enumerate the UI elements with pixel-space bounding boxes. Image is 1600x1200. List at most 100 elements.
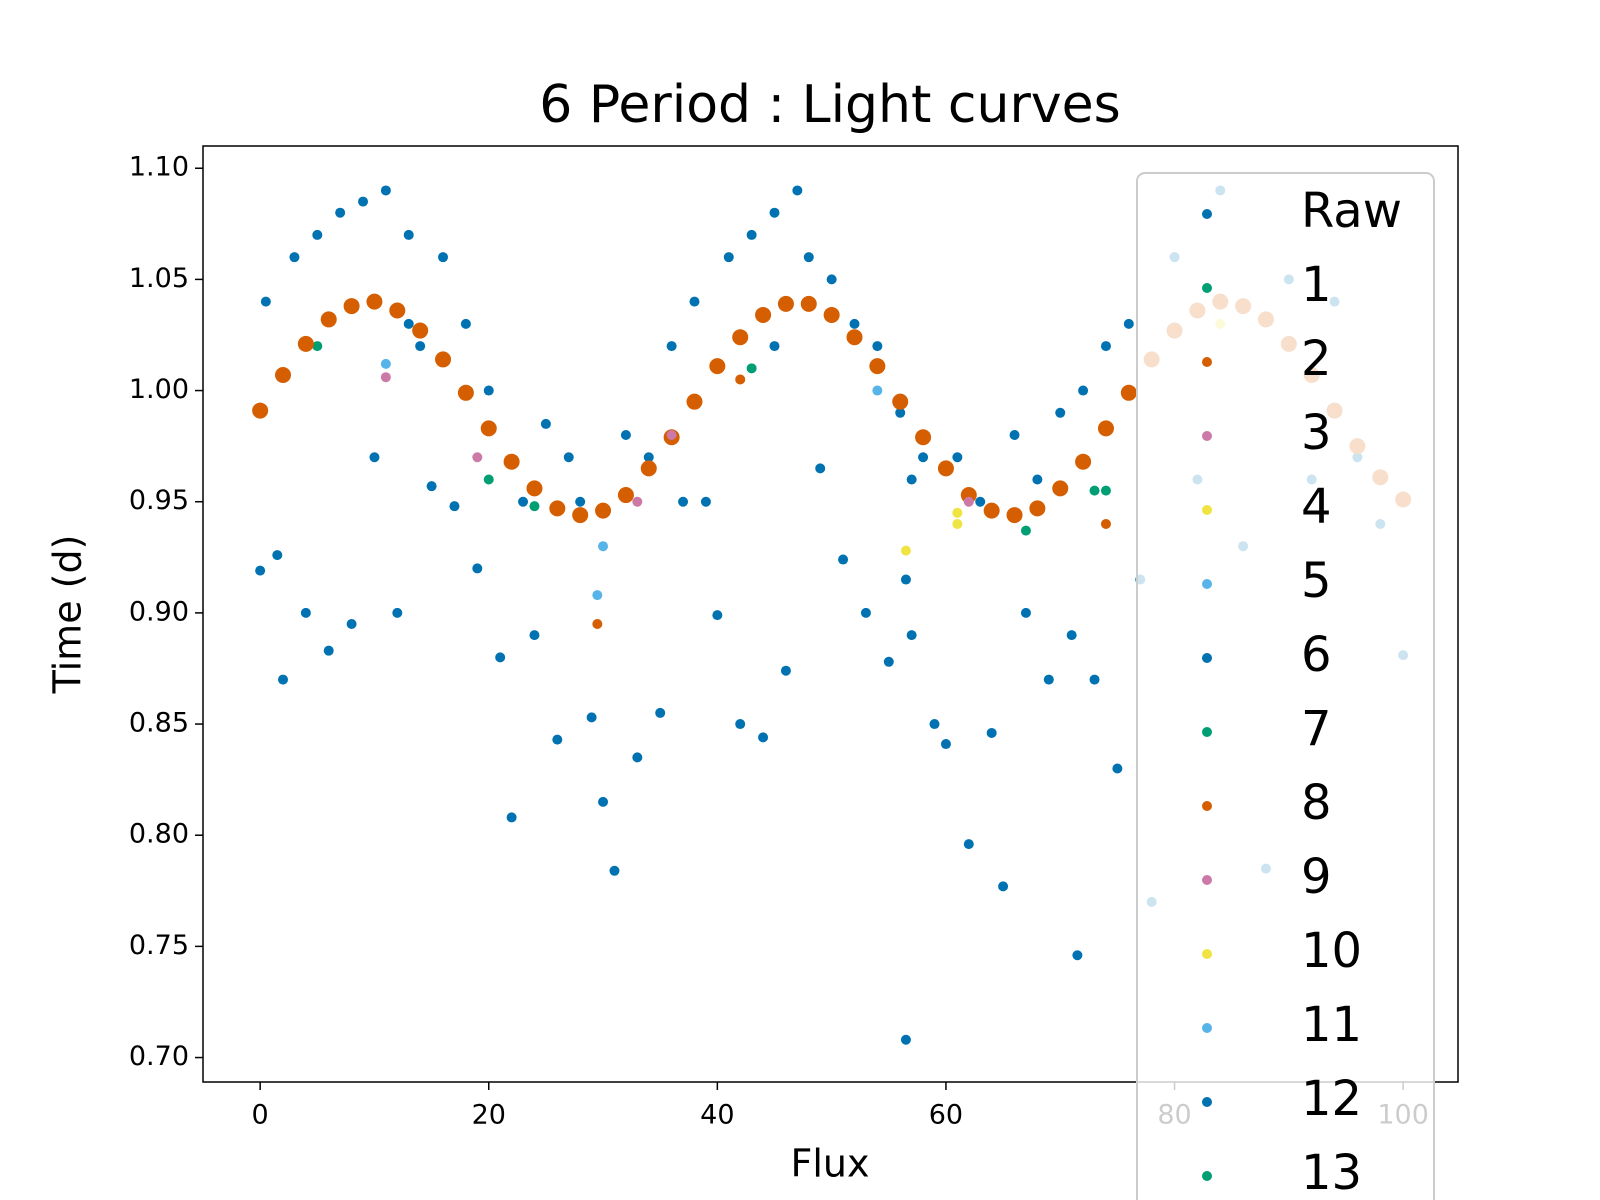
point bbox=[598, 796, 609, 807]
point bbox=[769, 341, 780, 352]
point bbox=[335, 207, 346, 218]
point bbox=[998, 881, 1009, 892]
point bbox=[983, 502, 1000, 519]
legend-label: 13 bbox=[1301, 1145, 1362, 1200]
legend-marker bbox=[1202, 727, 1212, 737]
point bbox=[1112, 763, 1123, 774]
x-tick-label: 40 bbox=[700, 1100, 734, 1131]
point bbox=[952, 507, 963, 518]
point bbox=[549, 500, 566, 517]
point bbox=[255, 565, 266, 576]
point bbox=[906, 474, 917, 485]
point bbox=[460, 318, 471, 329]
point bbox=[849, 318, 860, 329]
point bbox=[986, 727, 997, 738]
point bbox=[952, 518, 963, 529]
point bbox=[846, 329, 863, 346]
y-tick-label: 0.80 bbox=[129, 819, 189, 850]
point bbox=[346, 619, 357, 630]
legend-label: 2 bbox=[1301, 331, 1332, 387]
point bbox=[415, 341, 426, 352]
legend-marker bbox=[1202, 1097, 1212, 1107]
point bbox=[472, 452, 483, 463]
point bbox=[300, 607, 311, 618]
legend-marker bbox=[1202, 505, 1212, 515]
point bbox=[1032, 474, 1043, 485]
point bbox=[735, 374, 746, 385]
point bbox=[435, 351, 452, 368]
point bbox=[1120, 384, 1137, 401]
point bbox=[483, 385, 494, 396]
point bbox=[260, 296, 271, 307]
point bbox=[609, 865, 620, 876]
point bbox=[666, 341, 677, 352]
point bbox=[666, 430, 677, 441]
point bbox=[940, 739, 951, 750]
point bbox=[1066, 630, 1077, 641]
point bbox=[883, 656, 894, 667]
point bbox=[592, 619, 603, 630]
point bbox=[643, 452, 654, 463]
point bbox=[323, 645, 334, 656]
point bbox=[563, 452, 574, 463]
point bbox=[358, 196, 369, 207]
point bbox=[823, 306, 840, 323]
point bbox=[655, 707, 666, 718]
point bbox=[732, 329, 749, 346]
point bbox=[1089, 674, 1100, 685]
point bbox=[380, 358, 391, 369]
point bbox=[506, 812, 517, 823]
point bbox=[900, 1034, 911, 1045]
point bbox=[457, 384, 474, 401]
point bbox=[1078, 385, 1089, 396]
point bbox=[278, 674, 289, 685]
point bbox=[1100, 518, 1111, 529]
point bbox=[552, 734, 563, 745]
point bbox=[426, 481, 437, 492]
point bbox=[900, 545, 911, 556]
point bbox=[892, 393, 909, 410]
point bbox=[792, 185, 803, 196]
point bbox=[252, 402, 269, 419]
point bbox=[1075, 453, 1092, 470]
y-tick-label: 0.70 bbox=[129, 1041, 189, 1072]
chart-title: 6 Period : Light curves bbox=[539, 75, 1120, 135]
point bbox=[869, 358, 886, 375]
point bbox=[503, 453, 520, 470]
point bbox=[1020, 525, 1031, 536]
point bbox=[1052, 480, 1069, 497]
point bbox=[689, 296, 700, 307]
point bbox=[1100, 341, 1111, 352]
legend-label: 7 bbox=[1301, 701, 1332, 757]
point bbox=[1089, 485, 1100, 496]
legend-marker bbox=[1202, 653, 1212, 663]
point bbox=[572, 507, 589, 524]
legend-marker bbox=[1202, 209, 1212, 219]
point bbox=[1100, 485, 1111, 496]
point bbox=[392, 607, 403, 618]
point bbox=[272, 550, 283, 561]
point bbox=[826, 274, 837, 285]
point bbox=[746, 363, 757, 374]
legend-marker bbox=[1202, 1023, 1212, 1033]
legend-label: Raw bbox=[1301, 183, 1402, 239]
legend-label: 11 bbox=[1301, 997, 1362, 1053]
point bbox=[723, 252, 734, 263]
x-tick-label: 0 bbox=[252, 1100, 269, 1131]
point bbox=[746, 229, 757, 240]
point bbox=[495, 652, 506, 663]
point bbox=[780, 665, 791, 676]
point bbox=[289, 252, 300, 263]
point bbox=[483, 474, 494, 485]
point bbox=[438, 252, 449, 263]
point bbox=[1006, 507, 1023, 524]
legend-label: 8 bbox=[1301, 775, 1332, 831]
point bbox=[297, 335, 314, 352]
legend-label: 4 bbox=[1301, 479, 1332, 535]
point bbox=[815, 463, 826, 474]
point bbox=[617, 487, 634, 504]
point bbox=[275, 366, 292, 383]
point bbox=[472, 563, 483, 574]
point bbox=[586, 712, 597, 723]
legend-marker bbox=[1202, 431, 1212, 441]
